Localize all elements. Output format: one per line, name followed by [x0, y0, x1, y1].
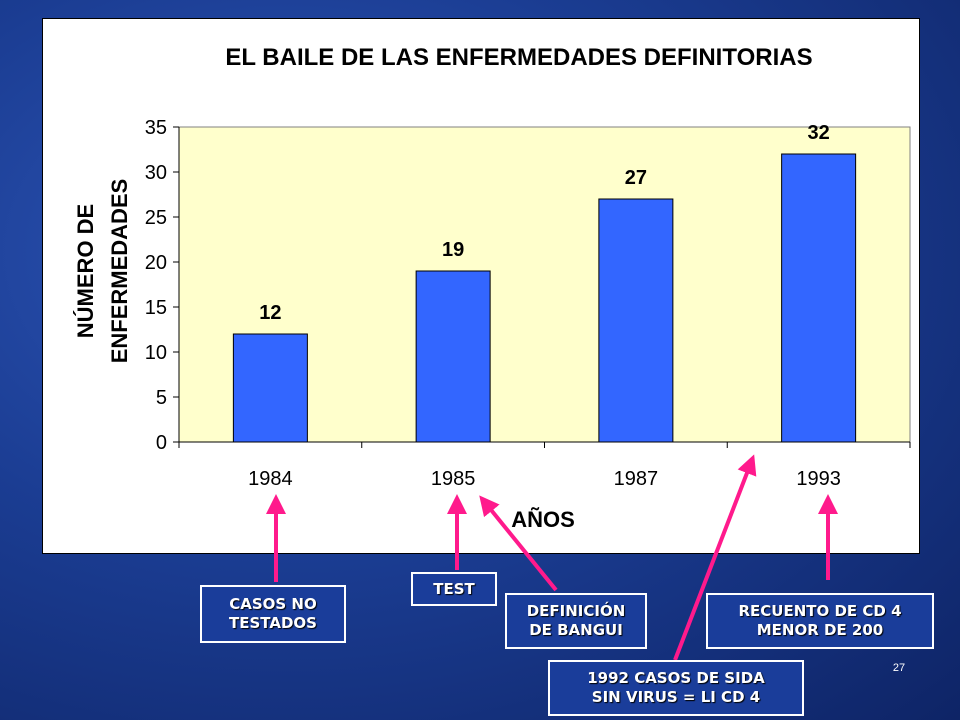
- x-tick-label: 1987: [614, 468, 659, 490]
- bar-chart: EL BAILE DE LAS ENFERMEDADES DEFINITORIA…: [73, 44, 911, 532]
- callout-line: CASOS NO: [229, 595, 317, 613]
- bar: [781, 153, 857, 443]
- callout-line: RECUENTO DE CD 4: [738, 602, 902, 620]
- callout-line: TEST: [433, 579, 475, 598]
- callout-line: DE BANGUI: [529, 621, 623, 639]
- callout-line: MENOR DE 200: [756, 621, 884, 639]
- callout-casos-sida-sin-virus: 1992 CASOS DE SIDA SIN VIRUS = LI CD 4: [548, 660, 804, 716]
- x-tick-label: 1985: [431, 468, 476, 490]
- y-tick-label: 20: [145, 252, 167, 274]
- callout-recuento-cd4: RECUENTO DE CD 4 MENOR DE 200: [706, 593, 934, 649]
- slide-number: 27: [892, 662, 906, 674]
- bar: [232, 333, 308, 443]
- callout-line: SIN VIRUS = LI CD 4: [591, 688, 761, 706]
- y-axis-label: ENFERMEDADES: [107, 179, 132, 364]
- callout-line: 1992 CASOS DE SIDA: [587, 669, 765, 687]
- x-tick-label: 1984: [248, 468, 293, 490]
- x-axis-label: AÑOS: [511, 507, 575, 532]
- y-tick-label: 5: [156, 387, 167, 409]
- callout-line: DEFINICIÓN: [526, 602, 626, 620]
- y-tick-label: 25: [145, 207, 167, 229]
- x-tick-label: 1993: [796, 468, 841, 490]
- callout-definicion-bangui: DEFINICIÓN DE BANGUI: [505, 593, 647, 649]
- bar: [415, 270, 491, 443]
- y-tick-label: 30: [145, 162, 167, 184]
- y-tick-label: 0: [156, 432, 167, 454]
- y-axis-label: NÚMERO DE: [73, 204, 98, 338]
- y-tick-label: 15: [145, 297, 167, 319]
- chart-frame: EL BAILE DE LAS ENFERMEDADES DEFINITORIA…: [42, 18, 920, 554]
- y-tick-label: 35: [145, 117, 167, 139]
- callout-line: TESTADOS: [229, 614, 317, 632]
- bar: [598, 198, 674, 443]
- callout-test: TEST: [411, 572, 497, 606]
- callout-casos-no-testados: CASOS NO TESTADOS: [200, 585, 346, 643]
- y-tick-label: 10: [145, 342, 167, 364]
- data-label: 12: [259, 302, 281, 324]
- data-label: 19: [442, 239, 464, 261]
- chart-title: EL BAILE DE LAS ENFERMEDADES DEFINITORIA…: [225, 44, 812, 71]
- data-label: 27: [625, 167, 647, 189]
- data-label: 32: [808, 122, 830, 144]
